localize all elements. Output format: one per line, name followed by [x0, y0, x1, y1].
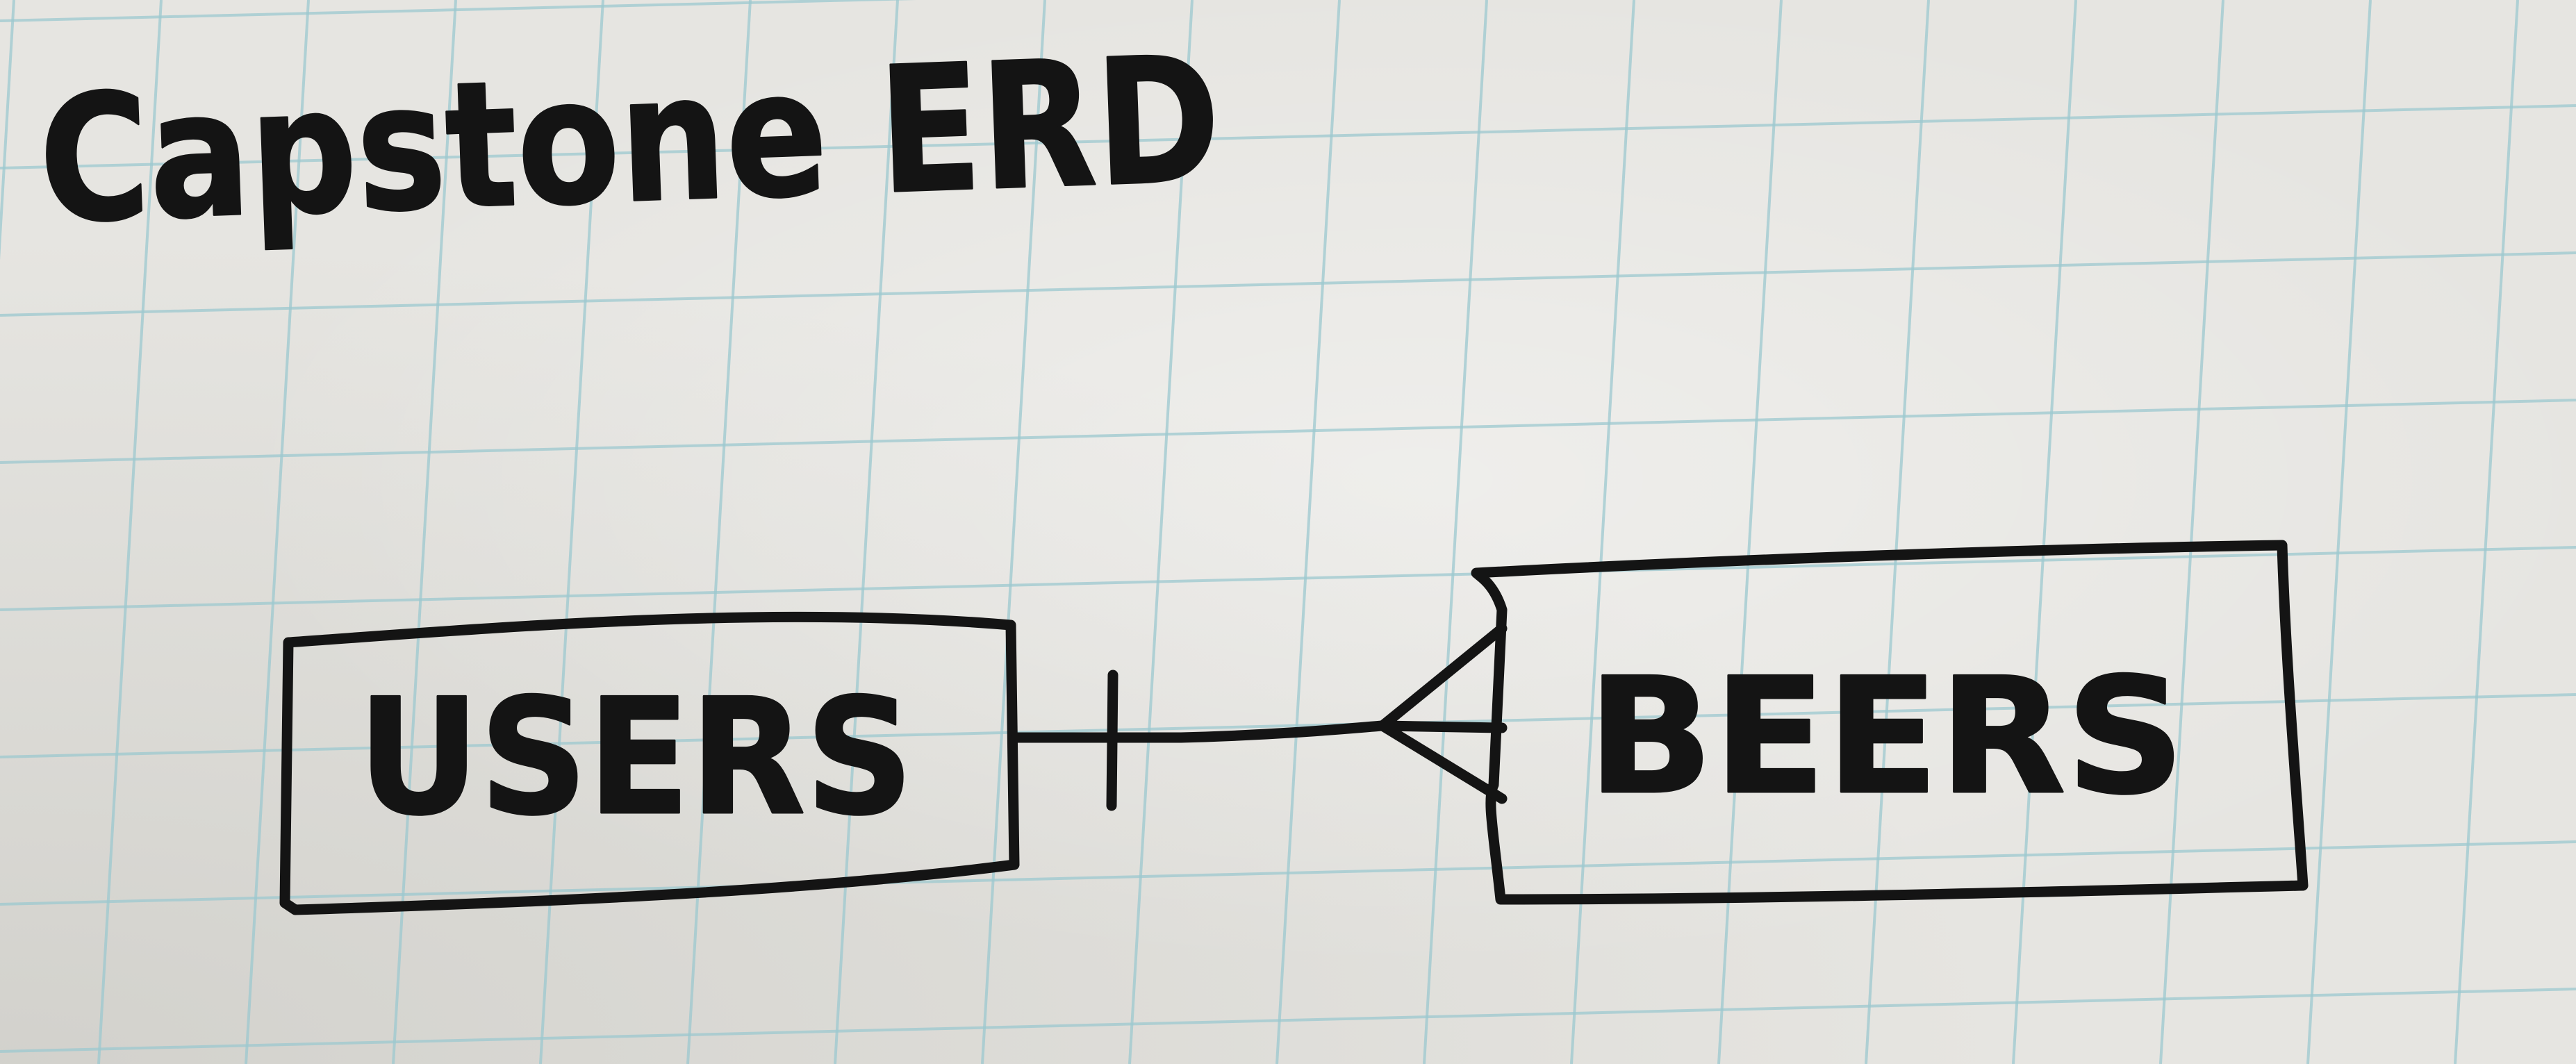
entity-users-box	[279, 611, 1020, 915]
entity-beers: BEERS	[1471, 540, 2309, 905]
relationship-line	[1010, 720, 1388, 743]
relationship-one-to-many	[1010, 623, 1508, 811]
many-cardinality-crows-foot	[1377, 623, 1508, 804]
diagram-title: Capstone ERD	[36, 19, 1223, 262]
one-cardinality-bar	[1106, 670, 1118, 811]
entity-users: USERS	[279, 611, 1020, 915]
entity-beers-label: BEERS	[1587, 645, 2185, 830]
entity-beers-box	[1471, 540, 2309, 905]
entity-users-label: USERS	[358, 665, 914, 851]
